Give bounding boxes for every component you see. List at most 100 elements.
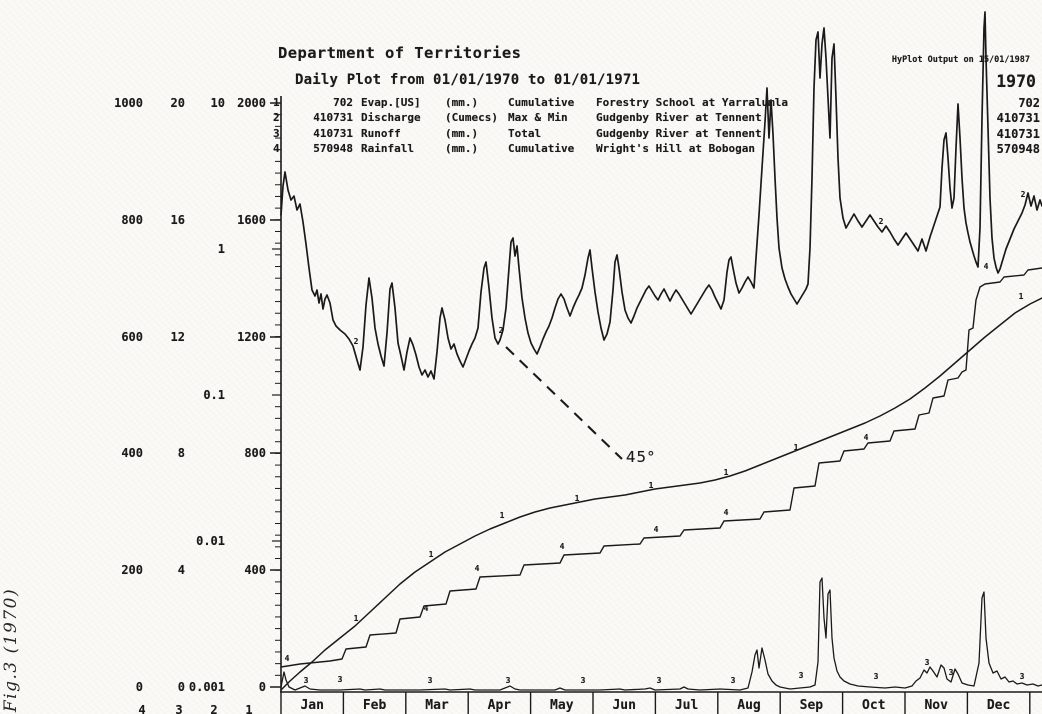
legend-station_id: 410731: [313, 111, 353, 125]
axis-2-label-10: 10: [210, 96, 225, 110]
month-label-mar: Mar: [425, 698, 449, 713]
legend-num: 1: [273, 96, 280, 109]
curve-marker-3: 3: [505, 676, 511, 685]
legend-row-1: 1 702 Evap.[US] (mm.) Cumulative Forestry Sch…: [273, 96, 788, 111]
axis-2-label-0.01: 0.01: [196, 534, 225, 548]
legend-variable: Evap.[US]: [361, 96, 421, 109]
curve-marker-3: 3: [427, 676, 433, 685]
legend-row-3: 3 410731 Runoff (mm.) Total Gudgenby River at…: [273, 127, 788, 142]
curve-marker-2: 2: [353, 337, 359, 346]
month-label-apr: Apr: [487, 698, 512, 713]
month-label-jun: Jun: [612, 698, 636, 713]
curve-marker-1: 1: [499, 511, 505, 520]
curve-marker-4: 4: [284, 654, 290, 663]
curve-marker-1: 1: [723, 468, 729, 477]
axis-1-label-1600: 1600: [237, 213, 266, 227]
hyplot-output-note: HyPlot Output on 15/01/1987: [891, 55, 1030, 65]
month-label-may: May: [550, 698, 574, 713]
axis-4-label-0: 0: [135, 680, 143, 694]
axis-2-label-1: 1: [217, 242, 225, 256]
axis-3-label-20: 20: [170, 96, 185, 110]
curve-marker-3: 3: [303, 676, 309, 685]
curve-marker-3: 3: [730, 676, 736, 685]
bottom-series-digit-1: 1: [245, 703, 253, 714]
legend-num: 3: [273, 126, 280, 140]
month-label-sep: Sep: [799, 698, 824, 713]
legend-rows: 1 702 Evap.[US] (mm.) Cumulative Forestry Sch…: [273, 96, 788, 157]
axis-4-label-200: 200: [121, 563, 143, 577]
axis-2-label-0.001: 0.001: [188, 680, 225, 694]
right-station-id: 570948: [996, 141, 1040, 156]
right-station-id: 410731: [996, 126, 1040, 141]
curve-marker-4: 4: [863, 433, 869, 442]
curve-marker-2: 2: [498, 326, 504, 335]
axis-1-label-1200: 1200: [237, 330, 266, 344]
page-title: Department of Territories: [278, 44, 522, 62]
figure-caption: Fig.3 (1970): [1, 587, 21, 713]
legend-units: (mm.): [445, 96, 479, 109]
legend-units: (mm.): [445, 126, 479, 140]
curve-marker-3: 3: [798, 671, 804, 680]
month-label-oct: Oct: [862, 698, 886, 713]
right-station-ids: 702 410731 410731 570948: [997, 96, 1040, 157]
axis-3-label-12: 12: [170, 330, 185, 344]
legend-type: Cumulative: [508, 141, 575, 155]
axis-3-label-4: 4: [177, 563, 185, 577]
legend-station: Gudgenby River at Tennent: [596, 126, 762, 140]
bottom-series-digit-2: 2: [210, 703, 218, 714]
legend-units: (Cumecs): [445, 111, 498, 125]
legend-type: Total: [508, 126, 542, 140]
axis-1-label-0: 0: [258, 680, 266, 694]
axis-1-label-400: 400: [244, 563, 266, 577]
axis-2-label-0.1: 0.1: [203, 388, 225, 402]
curve-marker-2: 2: [1020, 190, 1026, 199]
axis-4-label-400: 400: [121, 446, 143, 460]
chart-subtitle: Daily Plot from 01/01/1970 to 01/01/1971: [295, 72, 641, 88]
curve-marker-1: 1: [648, 481, 654, 490]
legend-variable: Rainfall: [361, 141, 414, 155]
month-label-aug: Aug: [737, 698, 761, 713]
legend-units: (mm.): [445, 141, 479, 155]
bottom-series-digit-3: 3: [175, 703, 183, 714]
axis-3-label-0: 0: [177, 680, 185, 694]
curve-marker-4: 4: [559, 542, 565, 551]
curve-marker-2: 2: [878, 217, 884, 226]
curve-marker-4: 4: [983, 262, 989, 271]
legend-num: 4: [273, 141, 280, 155]
month-label-feb: Feb: [362, 698, 387, 713]
curve-marker-3: 3: [580, 676, 586, 685]
legend-station_id: 702: [333, 96, 353, 109]
runoff-curve: [280, 577, 1042, 691]
evap-curve: [280, 297, 1042, 691]
axis-4-label-800: 800: [121, 213, 143, 227]
curve-marker-4: 4: [474, 564, 480, 573]
curve-marker-1: 1: [353, 614, 359, 623]
legend-station: Forestry School at Yarralumla: [596, 96, 789, 109]
legend-station_id: 570948: [313, 141, 353, 155]
legend-variable: Discharge: [361, 111, 421, 125]
axis-4-label-1000: 1000: [114, 96, 143, 110]
month-label-dec: Dec: [986, 698, 1011, 713]
annotation-45-line: [505, 346, 623, 460]
axis-4-label-600: 600: [121, 330, 143, 344]
axis-1-label-800: 800: [244, 446, 266, 460]
angle-annotation-label: 45°: [626, 448, 656, 466]
curve-marker-3: 3: [873, 672, 879, 681]
legend-row-2: 2 410731 Discharge (Cumecs) Max & Min Gudgenb…: [273, 111, 788, 126]
curve-marker-4: 4: [653, 525, 659, 534]
curve-marker-3: 3: [948, 668, 954, 677]
right-station-id: 702: [1018, 96, 1040, 110]
curve-marker-1: 1: [428, 550, 434, 559]
legend-type: Cumulative: [508, 96, 575, 109]
bottom-series-digit-4: 4: [138, 703, 146, 714]
curve-marker-3: 3: [924, 658, 930, 667]
month-label-jan: Jan: [300, 698, 324, 713]
rainfall-curve: [280, 267, 1042, 668]
curve-marker-1: 1: [1018, 292, 1024, 301]
curve-marker-3: 3: [656, 676, 662, 685]
legend-type: Max & Min: [508, 111, 568, 125]
legend-variable: Runoff: [361, 126, 401, 140]
legend-station_id: 410731: [313, 126, 353, 140]
curve-marker-3: 3: [1019, 672, 1025, 681]
